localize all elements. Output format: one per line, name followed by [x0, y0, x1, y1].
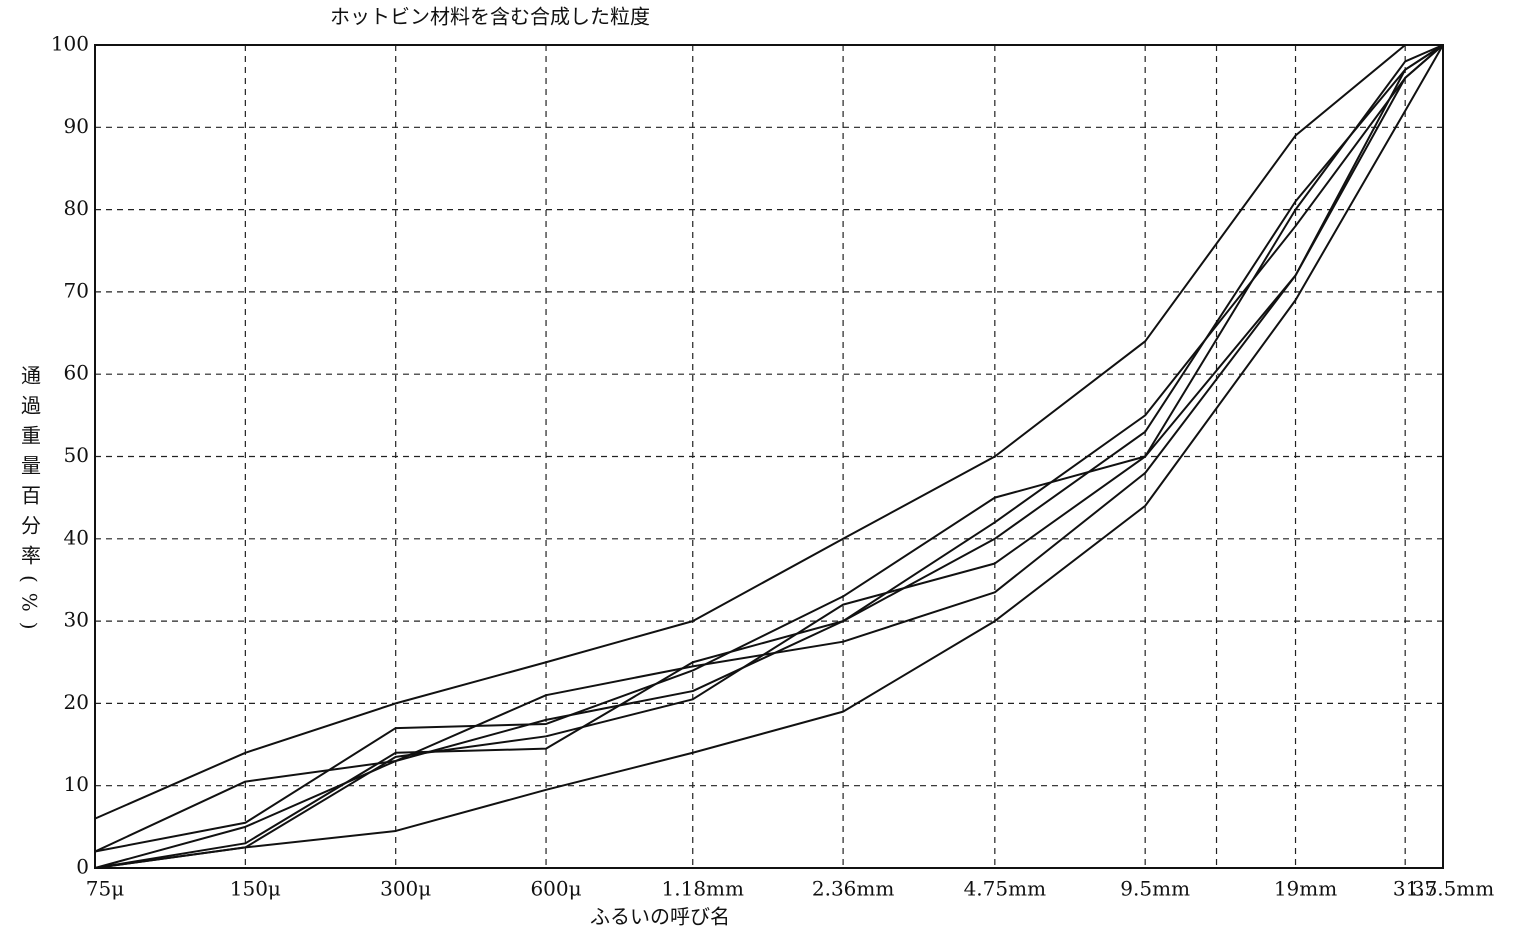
- y-tick-label: 80: [64, 196, 89, 220]
- y-tick-label: 60: [64, 361, 89, 385]
- chart-title: ホットビン材料を含む合成した粒度: [330, 5, 650, 29]
- series-line: [94, 44, 1444, 869]
- x-tick-label: 31.5: [1393, 877, 1438, 901]
- x-tick-label: 150μ: [230, 877, 281, 901]
- series-line: [94, 44, 1444, 869]
- x-tick-label: 75μ: [86, 877, 124, 901]
- series-line: [94, 44, 1444, 869]
- x-axis-label: ふるいの呼び名: [590, 905, 730, 929]
- y-tick-label: 40: [64, 525, 89, 549]
- x-tick-label: 1.18mm: [662, 877, 744, 901]
- plot-frame: [94, 44, 1444, 869]
- x-tick-label: 600μ: [530, 877, 581, 901]
- y-tick-label: 10: [64, 772, 89, 796]
- x-tick-label: 2.36mm: [812, 877, 894, 901]
- series-line: [94, 44, 1443, 820]
- y-tick-label: 30: [64, 608, 89, 632]
- x-tick-label: 9.5mm: [1120, 877, 1190, 901]
- x-tick-label: 37.5mm: [1412, 877, 1494, 901]
- x-tick-label: 4.75mm: [964, 877, 1046, 901]
- series-line: [94, 44, 1444, 853]
- y-tick-label: 90: [64, 114, 89, 138]
- y-tick-label: 0: [76, 855, 89, 879]
- y-tick-label: 20: [64, 690, 89, 714]
- x-tick-label: 300μ: [380, 877, 431, 901]
- series-line: [94, 44, 1444, 853]
- y-tick-label: 100: [51, 32, 89, 56]
- y-axis-label: 通過重量百分率(%): [18, 365, 42, 640]
- y-tick-label: 50: [64, 443, 89, 467]
- x-tick-label: 19mm: [1274, 877, 1337, 901]
- y-tick-label: 70: [64, 278, 89, 302]
